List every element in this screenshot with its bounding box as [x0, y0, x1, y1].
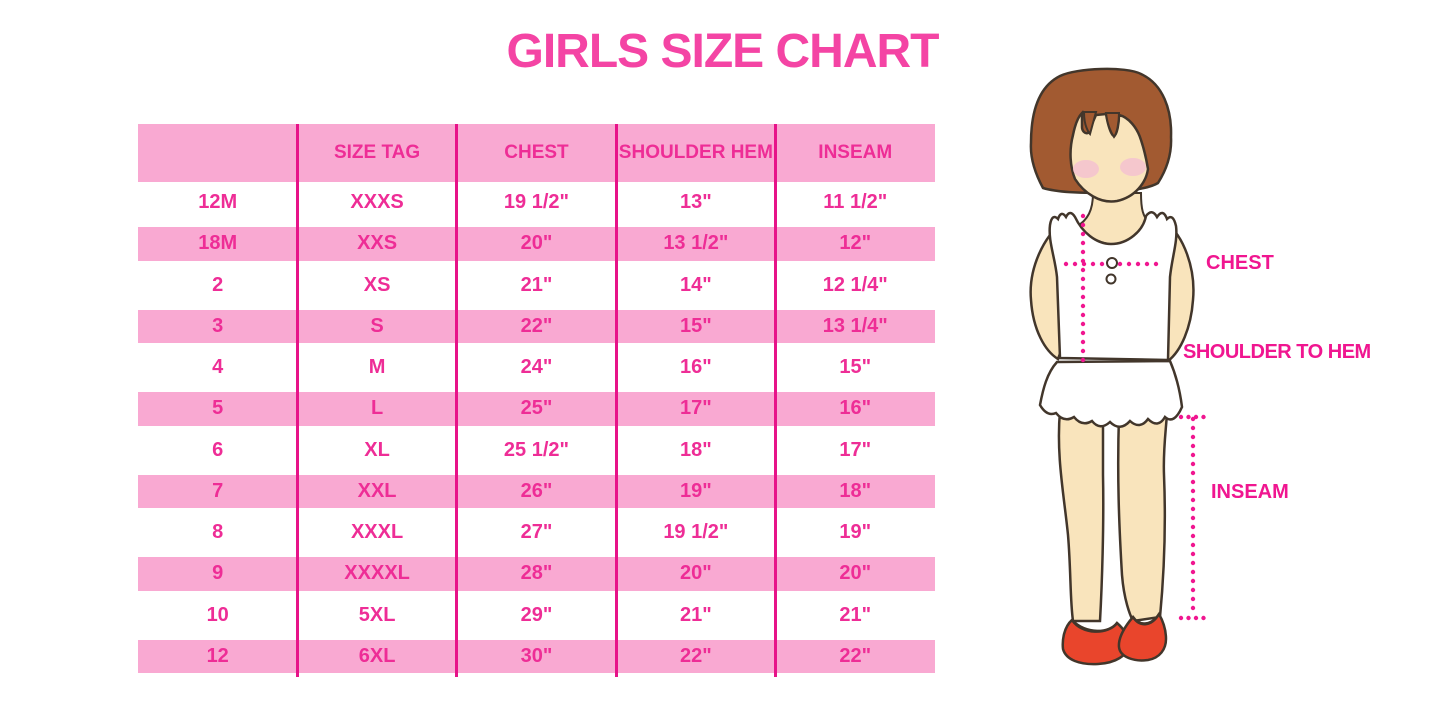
- table-cell: XXXXL: [344, 562, 410, 585]
- table-cell: XXL: [357, 479, 397, 502]
- table-cell: 22": [839, 644, 872, 667]
- table-cell: 20": [520, 232, 553, 255]
- page-title: GIRLS SIZE CHART: [506, 25, 939, 78]
- table-cell: 6: [212, 438, 224, 461]
- header-cell: [138, 124, 297, 182]
- column-separator: [455, 124, 459, 677]
- table-cell: 18": [839, 479, 872, 502]
- table-cell: XL: [364, 438, 390, 461]
- girl-skirt: [1038, 359, 1184, 428]
- table-cell: 15": [680, 314, 712, 337]
- header-cell: SHOULDER HEM: [618, 142, 773, 163]
- table-cell: 12: [206, 644, 229, 667]
- girl-illustration-svg: [1029, 67, 1207, 666]
- table-row: 18M XXS 20" 13 1/2" 12": [138, 223, 935, 265]
- table-cell: 17": [839, 438, 872, 461]
- table-cell: 16": [839, 397, 872, 420]
- measure-lines: [1063, 213, 1207, 621]
- table-cell: L: [370, 397, 384, 420]
- table-cell: 13 1/4": [822, 314, 888, 337]
- table-cell: 30": [520, 644, 553, 667]
- table-cell: 19 1/2": [663, 521, 729, 544]
- table-cell: 15": [839, 356, 872, 379]
- table-cell: 8: [212, 521, 224, 544]
- inseam-label: INSEAM: [1211, 481, 1289, 503]
- column-separator: [295, 124, 299, 677]
- table-cell: 6XL: [358, 644, 396, 667]
- table-cell: 28": [520, 562, 553, 585]
- table-cell: 12": [839, 232, 872, 255]
- shoulder-to-hem-label: SHOULDER TO HEM: [1183, 341, 1371, 363]
- table-cell: S: [370, 314, 384, 337]
- table-row: 12 6XL 30" 22" 22": [138, 635, 935, 677]
- girl-legs: [1057, 409, 1169, 623]
- table-row: 9 XXXXL 28" 20" 20": [138, 553, 935, 595]
- table-cell: 13": [680, 191, 712, 214]
- header-cell: SIZE TAG: [333, 142, 421, 163]
- girl-blush: [1073, 158, 1146, 178]
- table-cell: 5XL: [358, 603, 396, 626]
- table-cell: 2: [212, 273, 224, 296]
- table-cell: 26": [520, 479, 553, 502]
- girl-bangs: [1082, 111, 1121, 139]
- table-cell: 19": [680, 479, 712, 502]
- table-cell: 10: [206, 603, 229, 626]
- table-row: 5 L 25" 17" 16": [138, 388, 935, 430]
- table-cell: M: [368, 356, 386, 379]
- table-cell: 14": [680, 273, 712, 296]
- table-cell: 18M: [198, 232, 238, 255]
- table-cell: 22": [680, 644, 712, 667]
- girl-shoes: [1061, 611, 1168, 666]
- table-cell: 3: [212, 314, 224, 337]
- shirt-buttons: [1105, 257, 1118, 285]
- table-cell: 11 1/2": [823, 191, 888, 214]
- column-separator: [774, 124, 778, 677]
- table-cell: 18": [680, 438, 712, 461]
- table-cell: 12M: [198, 191, 238, 214]
- table-cell: XS: [363, 273, 391, 296]
- table-cell: 16": [680, 356, 712, 379]
- table-cell: 9: [212, 562, 224, 585]
- table-row: 12M XXXS 19 1/2" 13" 11 1/2": [138, 182, 935, 223]
- table-cell: 5: [212, 397, 224, 420]
- table-cell: 17": [680, 397, 712, 420]
- table-cell: 21": [680, 603, 712, 626]
- table-cell: 29": [520, 603, 553, 626]
- table-cell: 19 1/2": [503, 191, 570, 214]
- chest-label: CHEST: [1206, 252, 1274, 274]
- table-row: 7 XXL 26" 19" 18": [138, 470, 935, 512]
- table-cell: 24": [520, 356, 553, 379]
- table-row: 8 XXXL 27" 19 1/2" 19": [138, 512, 935, 553]
- header-cell: INSEAM: [818, 142, 893, 163]
- table-cell: 12 1/4": [822, 273, 888, 296]
- girl-illustration: [1000, 55, 1400, 670]
- column-separator: [614, 124, 618, 677]
- table-cell: 20": [680, 562, 712, 585]
- table-row: 2 XS 21" 14" 12 1/4": [138, 265, 935, 306]
- table-cell: 19": [839, 521, 872, 544]
- size-table: SIZE TAG CHEST SHOULDER HEM INSEAM 12M XXXS 19…: [138, 124, 935, 677]
- table-cell: 20": [839, 562, 872, 585]
- table-row: 4 M 24" 16" 15": [138, 347, 935, 388]
- table-cell: 21": [839, 603, 872, 626]
- table-header-row: SIZE TAG CHEST SHOULDER HEM INSEAM: [138, 124, 935, 182]
- table-cell: 4: [212, 356, 224, 379]
- table-cell: 27": [520, 521, 553, 544]
- header-cell: CHEST: [504, 142, 569, 163]
- table-cell: 21": [520, 273, 553, 296]
- table-cell: 25": [520, 397, 553, 420]
- table-cell: 13 1/2": [663, 232, 729, 255]
- table-cell: 25 1/2": [503, 438, 570, 461]
- table-cell: XXS: [357, 232, 398, 255]
- table-cell: XXXS: [350, 191, 404, 214]
- table-row: 3 S 22" 15" 13 1/4": [138, 305, 935, 347]
- table-cell: 7: [212, 479, 224, 502]
- table-row: 10 5XL 29" 21" 21": [138, 595, 935, 636]
- table-cell: XXXL: [350, 521, 404, 544]
- table-row: 6 XL 25 1/2" 18" 17": [138, 430, 935, 471]
- table-cell: 22": [520, 314, 553, 337]
